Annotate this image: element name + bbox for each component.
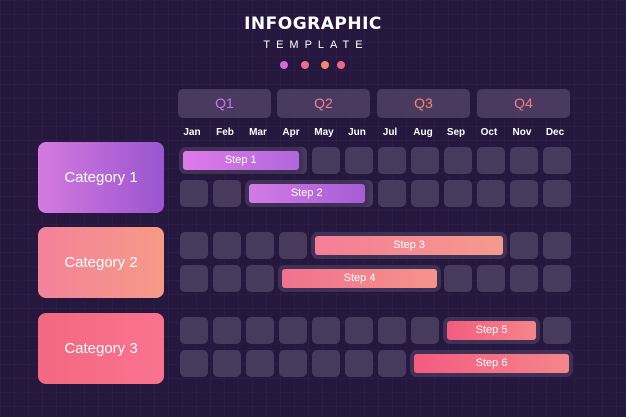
timeline-cell	[510, 265, 538, 292]
month-label-mar: Mar	[249, 127, 267, 138]
timeline-cell	[279, 350, 307, 377]
timeline-cell	[543, 317, 571, 344]
timeline-cell	[378, 317, 406, 344]
timeline-cell	[279, 317, 307, 344]
infographic-subtitle: TEMPLATE	[263, 39, 369, 51]
timeline-cell	[246, 265, 274, 292]
quarter-header-q2: Q2	[277, 89, 370, 118]
category-card-2: Category 2	[38, 227, 164, 298]
month-label-jan: Jan	[183, 127, 201, 138]
timeline-cell	[279, 232, 307, 259]
timeline-cell	[411, 147, 439, 174]
month-label-jun: Jun	[348, 127, 366, 138]
timeline-cell	[477, 265, 505, 292]
timeline-cell	[411, 180, 439, 207]
category-card-3: Category 3	[38, 313, 164, 384]
timeline-cell	[213, 265, 241, 292]
header-dot	[337, 61, 345, 69]
timeline-cell	[312, 317, 340, 344]
quarter-header-q4: Q4	[477, 89, 570, 118]
step-bar-4: Step 4	[282, 269, 438, 288]
quarter-header-q1: Q1	[178, 89, 271, 118]
timeline-cell	[180, 350, 208, 377]
header-dot	[301, 61, 309, 69]
timeline-cell	[543, 147, 571, 174]
timeline-cell	[543, 232, 571, 259]
timeline-cell	[345, 147, 373, 174]
timeline-cell	[510, 147, 538, 174]
timeline-cell	[180, 317, 208, 344]
timeline-cell	[312, 147, 340, 174]
timeline-cell	[543, 180, 571, 207]
month-label-feb: Feb	[216, 127, 234, 138]
timeline-cell	[378, 147, 406, 174]
timeline-cell	[213, 180, 241, 207]
timeline-cell	[510, 180, 538, 207]
infographic-title: INFOGRAPHIC	[244, 14, 382, 34]
header-dot	[321, 61, 329, 69]
month-label-aug: Aug	[413, 127, 433, 138]
timeline-cell	[510, 232, 538, 259]
month-label-dec: Dec	[545, 127, 565, 138]
timeline-cell	[312, 350, 340, 377]
timeline-cell	[444, 265, 472, 292]
header-dot	[280, 61, 288, 69]
timeline-cell	[180, 232, 208, 259]
timeline-cell	[477, 147, 505, 174]
timeline-cell	[543, 265, 571, 292]
timeline-cell	[345, 350, 373, 377]
timeline-cell	[246, 232, 274, 259]
step-bar-3: Step 3	[315, 236, 504, 255]
step-bar-6: Step 6	[414, 354, 570, 373]
timeline-cell	[378, 180, 406, 207]
timeline-cell	[444, 147, 472, 174]
month-label-apr: Apr	[282, 127, 300, 138]
timeline-cell	[180, 265, 208, 292]
timeline-cell	[411, 317, 439, 344]
timeline-cell	[213, 232, 241, 259]
month-label-nov: Nov	[512, 127, 532, 138]
timeline-cell	[246, 317, 274, 344]
step-bar-2: Step 2	[249, 184, 365, 203]
timeline-cell	[345, 317, 373, 344]
month-label-oct: Oct	[480, 127, 498, 138]
timeline-cell	[444, 180, 472, 207]
timeline-cell	[246, 350, 274, 377]
month-label-may: May	[314, 127, 334, 138]
quarter-header-q3: Q3	[377, 89, 470, 118]
step-bar-1: Step 1	[183, 151, 299, 170]
step-bar-5: Step 5	[447, 321, 537, 340]
timeline-cell	[378, 350, 406, 377]
timeline-cell	[213, 317, 241, 344]
timeline-cell	[180, 180, 208, 207]
timeline-cell	[477, 180, 505, 207]
timeline-cell	[213, 350, 241, 377]
category-card-1: Category 1	[38, 142, 164, 213]
month-label-sep: Sep	[446, 127, 466, 138]
month-label-jul: Jul	[382, 127, 398, 138]
